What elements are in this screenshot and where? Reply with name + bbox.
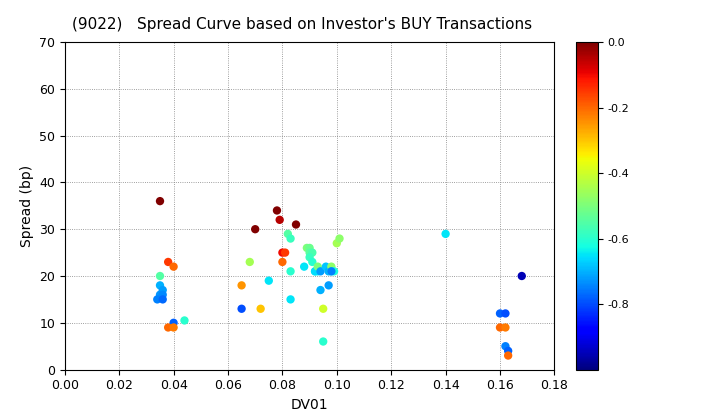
Point [249, 226, 261, 233]
Point [285, 268, 297, 275]
Point [301, 244, 312, 251]
Point [318, 338, 329, 345]
Point [163, 259, 174, 265]
Point [279, 249, 291, 256]
Point [276, 249, 288, 256]
Point [312, 263, 323, 270]
Point [318, 305, 329, 312]
Point [310, 268, 321, 275]
Point [271, 207, 283, 214]
Point [500, 343, 511, 349]
Point [168, 263, 179, 270]
Point [179, 317, 190, 324]
Point [285, 296, 297, 303]
Point [290, 221, 302, 228]
Point [312, 268, 323, 275]
Point [154, 273, 166, 279]
Point [298, 263, 310, 270]
Point [315, 268, 326, 275]
Point [236, 305, 248, 312]
Point [255, 305, 266, 312]
Y-axis label: Spread (bp): Spread (bp) [19, 165, 34, 247]
Point [323, 268, 334, 275]
Point [307, 249, 318, 256]
Point [500, 310, 511, 317]
Point [154, 198, 166, 205]
Point [328, 268, 340, 275]
Point [331, 240, 343, 247]
Point [334, 235, 346, 242]
Point [244, 259, 256, 265]
Text: (9022)   Spread Curve based on Investor's BUY Transactions: (9022) Spread Curve based on Investor's … [72, 17, 533, 32]
Point [323, 282, 334, 289]
Point [154, 282, 166, 289]
Point [440, 231, 451, 237]
X-axis label: DV01: DV01 [291, 398, 328, 412]
Point [282, 231, 294, 237]
Point [285, 235, 297, 242]
Point [151, 296, 163, 303]
Point [503, 347, 514, 354]
Point [320, 263, 332, 270]
Point [325, 263, 337, 270]
Point [315, 287, 326, 294]
Point [154, 291, 166, 298]
Point [263, 277, 274, 284]
Point [307, 259, 318, 265]
Point [163, 324, 174, 331]
Point [157, 296, 168, 303]
Point [310, 268, 321, 275]
Point [494, 310, 505, 317]
Point [168, 324, 179, 331]
Point [516, 273, 528, 279]
Point [494, 324, 505, 331]
Point [304, 244, 315, 251]
Point [157, 291, 168, 298]
Point [274, 216, 285, 223]
Point [236, 282, 248, 289]
Point [304, 254, 315, 261]
Point [325, 268, 337, 275]
Point [503, 352, 514, 359]
Point [276, 259, 288, 265]
Point [168, 320, 179, 326]
Point [304, 249, 315, 256]
Point [500, 324, 511, 331]
Point [157, 287, 168, 294]
Point [325, 268, 337, 275]
